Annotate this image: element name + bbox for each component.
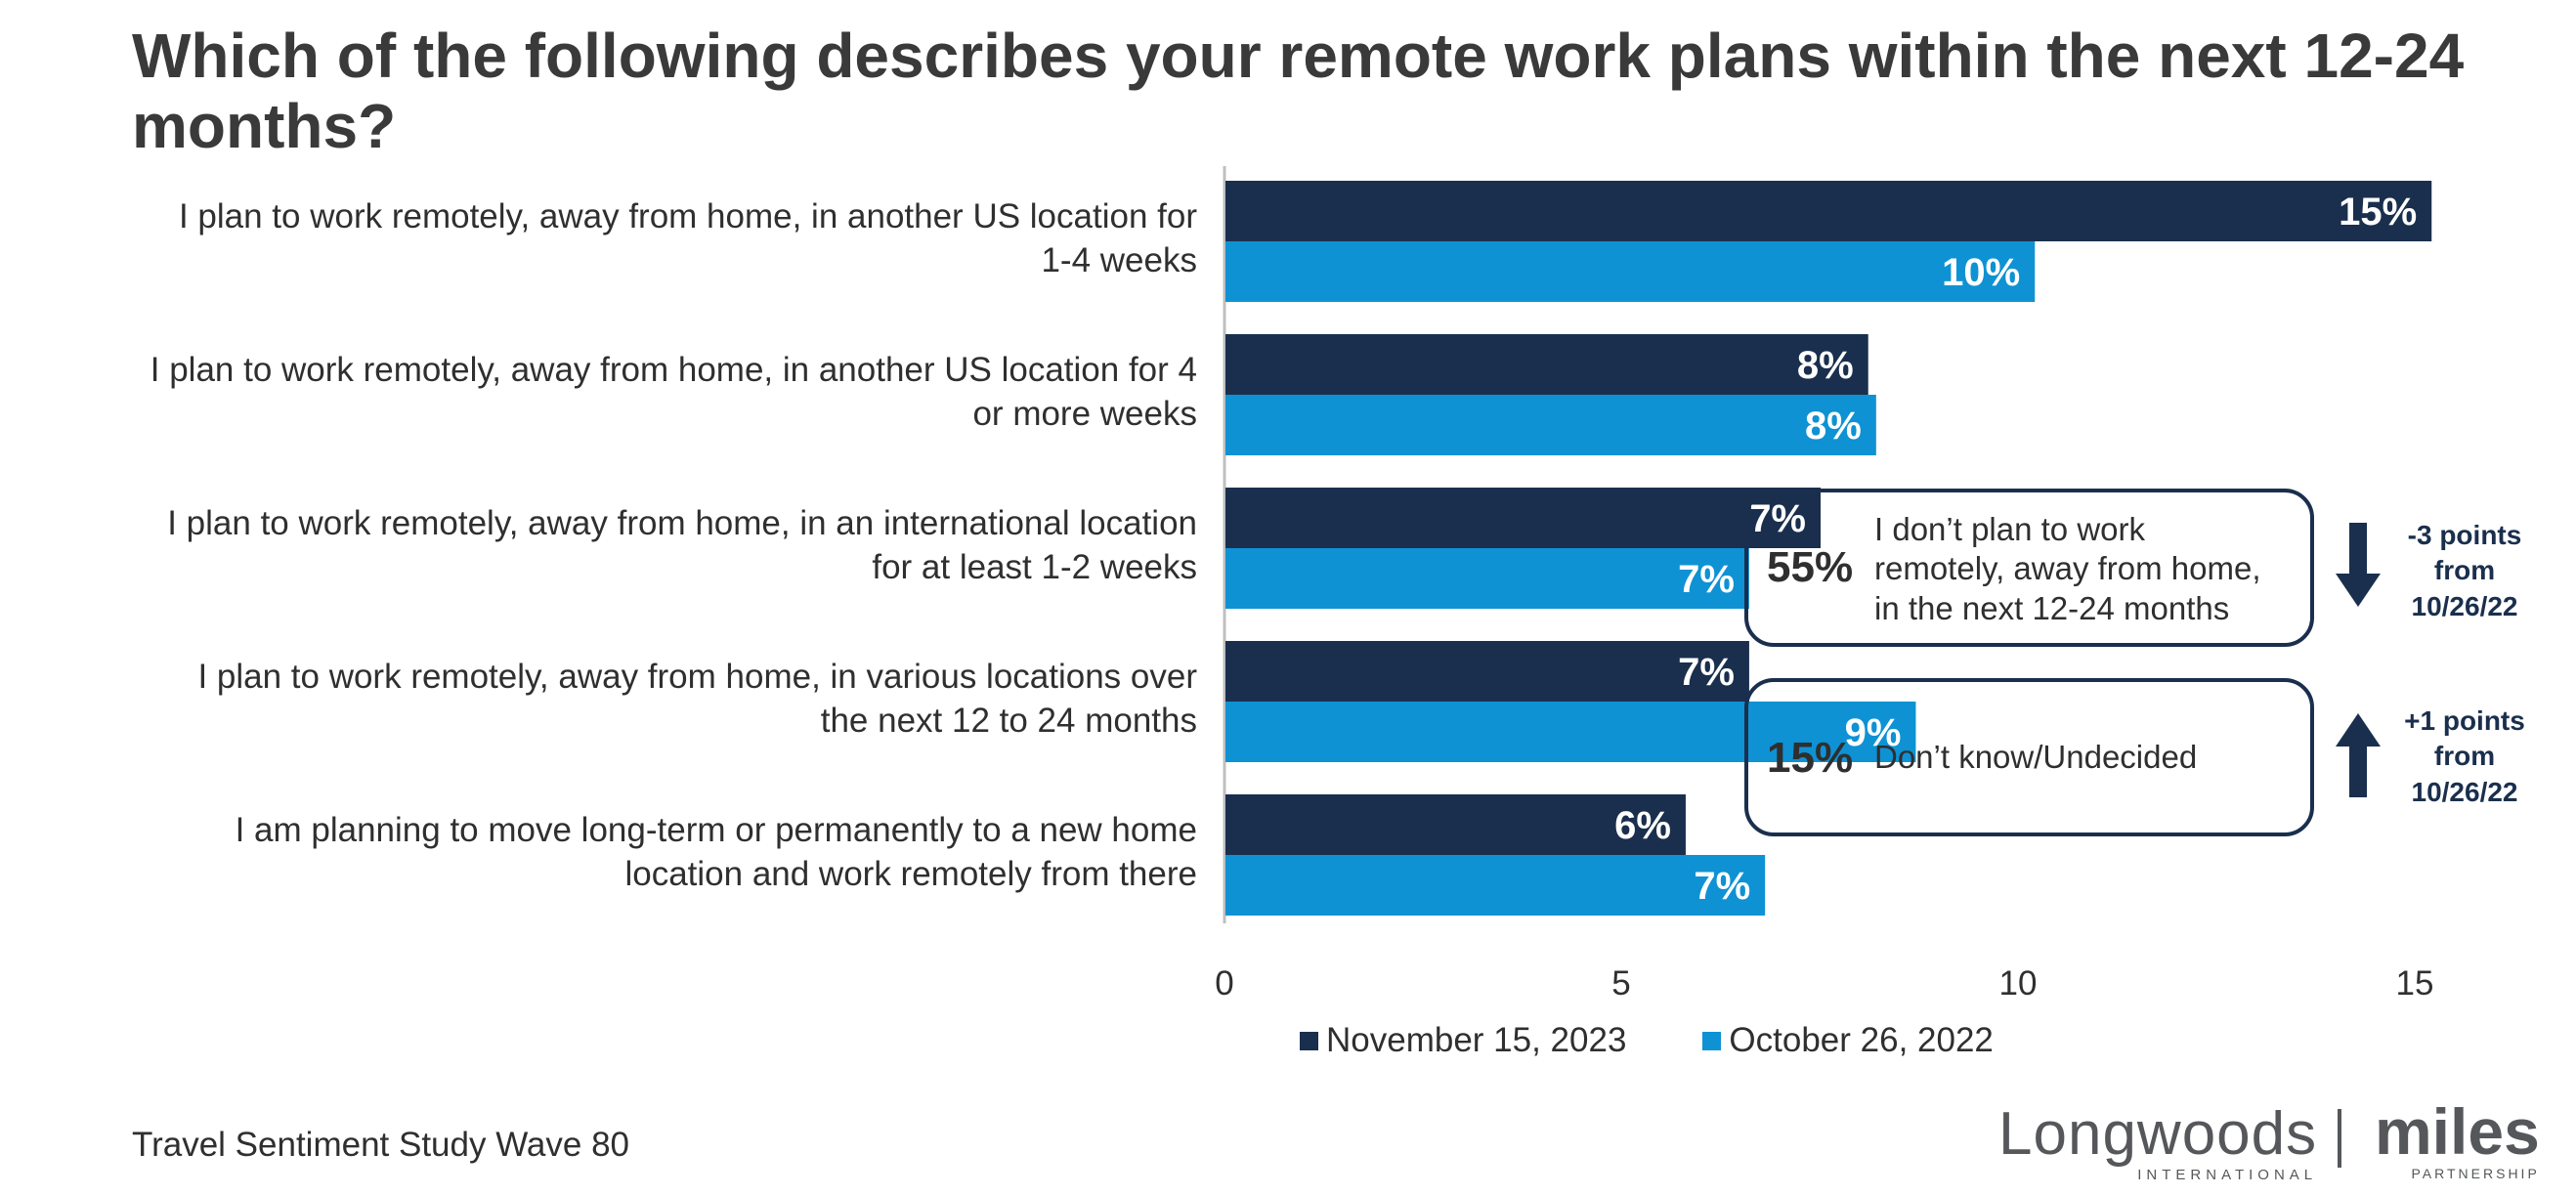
arrow-down-icon bbox=[2336, 523, 2381, 607]
change-line: from bbox=[2433, 741, 2496, 772]
data-label: 7% bbox=[1694, 865, 1750, 908]
callout-box-undecided bbox=[1744, 678, 2314, 836]
miles-logo: miles PARTNERSHIP bbox=[2375, 1099, 2540, 1181]
data-label: 9% bbox=[1845, 711, 1902, 754]
data-label: 8% bbox=[1805, 405, 1862, 448]
data-label: 8% bbox=[1797, 344, 1854, 387]
bar-2022 bbox=[1225, 395, 1876, 455]
footer-text: Travel Sentiment Study Wave 80 bbox=[132, 1126, 630, 1164]
chart-title: Which of the following describes your re… bbox=[132, 21, 2465, 161]
category-label: the next 12 to 24 months bbox=[821, 702, 1197, 740]
callout-text-line: remotely, away from home, bbox=[1874, 550, 2261, 587]
data-label: 7% bbox=[1678, 558, 1735, 601]
bar-2023 bbox=[1225, 794, 1686, 855]
category-label: I plan to work remotely, away from home,… bbox=[197, 658, 1197, 696]
change-line: from bbox=[2433, 555, 2496, 586]
legend-item-2023: November 15, 2023 bbox=[1300, 1021, 1626, 1060]
legend-swatch-2022 bbox=[1702, 1031, 1722, 1050]
longwoods-logo: Longwoods INTERNATIONAL bbox=[1998, 1100, 2318, 1184]
change-line: +1 points bbox=[2404, 705, 2525, 736]
category-label: I plan to work remotely, away from home,… bbox=[167, 504, 1197, 542]
callout-box-not-planning bbox=[1744, 489, 2314, 647]
change-line: -3 points bbox=[2407, 520, 2522, 550]
bar-2023 bbox=[1225, 181, 2432, 241]
x-tick-label: 10 bbox=[1999, 964, 2038, 1003]
data-label: 15% bbox=[2339, 191, 2417, 234]
change-text-not-planning: -3 points from 10/26/22 bbox=[2392, 518, 2537, 624]
category-label: I am planning to move long-term or perma… bbox=[236, 811, 1197, 849]
category-label: for at least 1-2 weeks bbox=[872, 548, 1197, 586]
data-label: 6% bbox=[1614, 804, 1671, 847]
x-tick-label: 15 bbox=[2396, 964, 2434, 1003]
logo-divider bbox=[2338, 1109, 2341, 1168]
category-label: or more weeks bbox=[972, 395, 1197, 433]
change-line: 10/26/22 bbox=[2411, 590, 2518, 621]
x-tick-label: 5 bbox=[1611, 964, 1630, 1003]
bar-2023 bbox=[1225, 641, 1749, 702]
callout-text-line: in the next 12-24 months bbox=[1874, 589, 2230, 626]
legend-item-2022: October 26, 2022 bbox=[1702, 1021, 1994, 1060]
x-tick-label: 0 bbox=[1215, 964, 1233, 1003]
callout-text-line: I don’t plan to work bbox=[1874, 511, 2145, 547]
legend: November 15, 2023 October 26, 2022 bbox=[1300, 1021, 2070, 1060]
bar-2023 bbox=[1225, 334, 1868, 395]
miles-logo-sub: PARTNERSHIP bbox=[2411, 1166, 2540, 1181]
longwoods-logo-sub: INTERNATIONAL bbox=[2137, 1167, 2318, 1183]
longwoods-logo-text: Longwoods bbox=[1998, 1100, 2318, 1168]
category-label: 1-4 weeks bbox=[1041, 241, 1197, 279]
bar-2022 bbox=[1225, 702, 1916, 762]
data-label: 7% bbox=[1678, 651, 1735, 694]
category-label: I plan to work remotely, away from home,… bbox=[150, 351, 1197, 389]
bar-2022 bbox=[1225, 548, 1749, 609]
category-label: location and work remotely from there bbox=[624, 855, 1197, 893]
callout-text-line: Don’t know/Undecided bbox=[1874, 739, 2198, 775]
callout-text-undecided: Don’t know/Undecided bbox=[1874, 738, 2197, 777]
bar-2022 bbox=[1225, 855, 1766, 916]
callout-pct-not-planning: 55% bbox=[1767, 543, 1854, 591]
bar-2023 bbox=[1225, 488, 1821, 548]
arrow-up-icon bbox=[2336, 713, 2381, 797]
legend-label-2022: October 26, 2022 bbox=[1729, 1021, 1994, 1059]
legend-label-2023: November 15, 2023 bbox=[1326, 1021, 1627, 1059]
change-text-undecided: +1 points from 10/26/22 bbox=[2392, 704, 2537, 810]
miles-logo-text: miles bbox=[2375, 1095, 2540, 1168]
callout-pct-undecided: 15% bbox=[1767, 734, 1854, 782]
legend-swatch-2023 bbox=[1300, 1031, 1318, 1050]
category-label: I plan to work remotely, away from home,… bbox=[179, 197, 1197, 235]
data-label: 10% bbox=[1942, 251, 2020, 294]
change-line: 10/26/22 bbox=[2411, 776, 2518, 807]
bar-2022 bbox=[1225, 241, 2036, 302]
callout-text-not-planning: I don’t plan to work remotely, away from… bbox=[1874, 510, 2261, 628]
